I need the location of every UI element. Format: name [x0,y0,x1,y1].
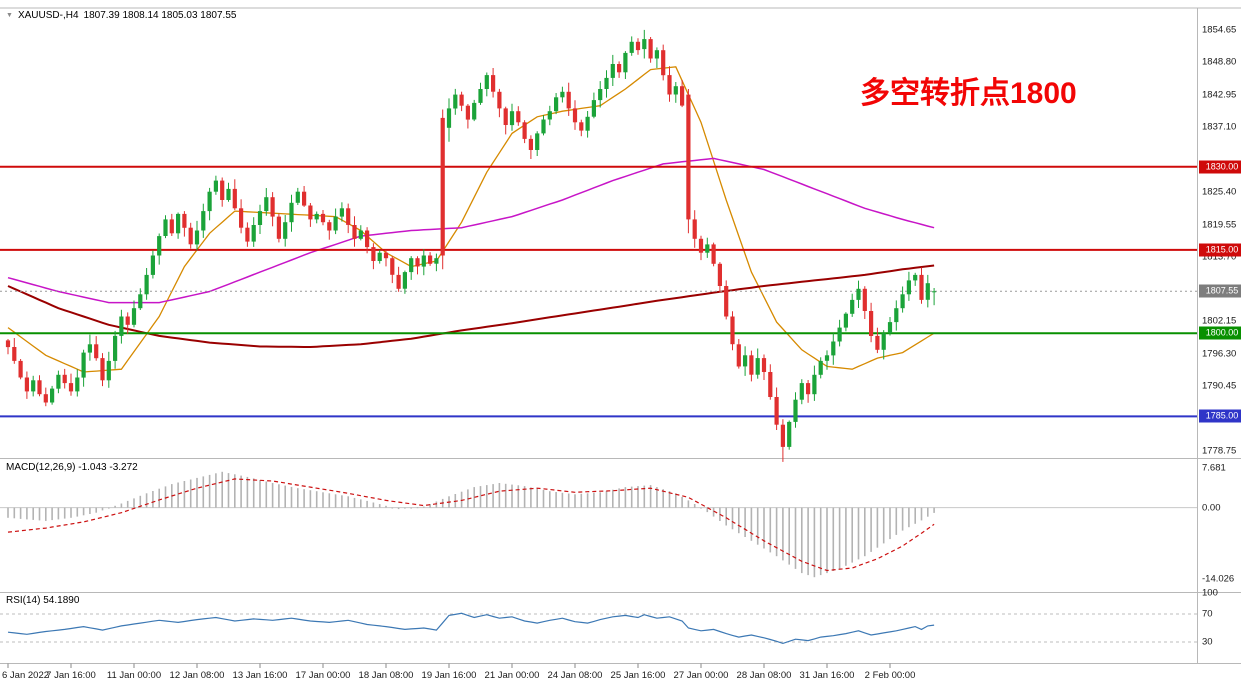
macd-label-values: -1.043 -3.272 [78,462,138,473]
rsi-indicator-label: RSI(14) 54.1890 [6,595,79,606]
macd-indicator-label: MACD(12,26,9) -1.043 -3.272 [6,462,138,473]
time-axis-label: 13 Jan 16:00 [232,670,288,681]
time-axis-label: 11 Jan 00:00 [106,670,162,681]
chart-dropdown-arrow-icon[interactable]: ▼ [6,12,13,19]
time-axis-label: 27 Jan 00:00 [673,670,729,681]
price-level-tag[interactable]: 1800.00 [1199,326,1241,340]
time-axis-label: 21 Jan 00:00 [484,670,540,681]
time-axis-label: 12 Jan 08:00 [169,670,225,681]
indicator-axis-label: 100 [1202,587,1218,599]
price-axis-label: 1790.45 [1202,380,1237,392]
chart-title: ▼ XAUUSD-,H4 1807.39 1808.14 1805.03 180… [6,10,236,21]
indicator-axis-label: 30 [1202,636,1213,648]
time-axis-label: 24 Jan 08:00 [547,670,603,681]
time-axis-label: 17 Jan 00:00 [295,670,351,681]
chart-symbol-period: XAUUSD-,H4 [17,10,79,21]
indicator-axis-label: 70 [1202,608,1213,620]
annotation-text: 多空转折点1800 [860,77,1077,110]
price-axis-label: 1837.10 [1202,121,1237,133]
macd-label-name: MACD(12,26,9) [6,462,76,473]
rsi-label-name: RSI(14) [6,595,41,606]
indicator-axis-label: 0.00 [1202,501,1221,513]
price-axis-label: 1842.95 [1202,89,1237,101]
chart-ohlc-values: 1807.39 1808.14 1805.03 1807.55 [83,10,237,21]
indicator-axis-label: -14.026 [1202,573,1235,585]
time-axis-label: 2 Feb 00:00 [864,670,916,681]
time-axis-label: 28 Jan 08:00 [736,670,792,681]
rsi-label-value: 54.1890 [43,595,80,606]
price-level-tag[interactable]: 1815.00 [1199,243,1241,257]
price-axis-label: 1802.15 [1202,315,1237,327]
price-axis-label: 1825.40 [1202,186,1237,198]
price-axis-label: 1854.65 [1202,24,1237,36]
price-axis-label: 1848.80 [1202,56,1237,68]
price-axis-label: 1819.55 [1202,218,1237,230]
price-level-tag[interactable]: 1785.00 [1199,409,1241,423]
time-axis-label: 6 Jan 2022 [2,670,50,681]
price-axis-label: 1796.30 [1202,347,1237,359]
time-axis-label: 25 Jan 16:00 [610,670,666,681]
time-axis-label: 18 Jan 08:00 [358,670,414,681]
current-price-tag: 1807.55 [1199,284,1241,298]
time-axis-label: 31 Jan 16:00 [799,670,855,681]
indicator-axis-label: 7.681 [1202,462,1226,474]
price-level-tag[interactable]: 1830.00 [1199,160,1241,174]
price-axis-label: 1813.70 [1202,251,1237,263]
time-axis-label: 7 Jan 16:00 [46,670,96,681]
price-axis-label: 1778.75 [1202,445,1237,457]
time-axis-label: 19 Jan 16:00 [421,670,477,681]
